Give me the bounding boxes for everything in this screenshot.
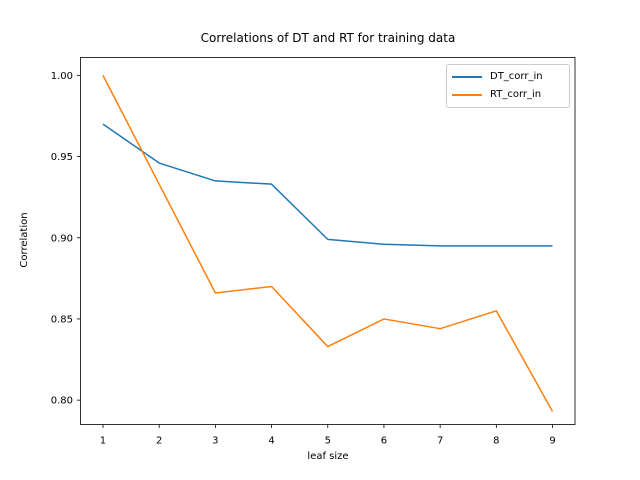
y-tick-label: 0.95 [51,152,73,163]
x-tick-label: 2 [156,436,162,447]
x-tick-label: 9 [549,436,555,447]
x-tick-label: 8 [493,436,499,447]
legend-label: DT_corr_in [490,71,543,82]
x-tick-label: 4 [268,436,274,447]
line-DT_corr_in [102,123,553,247]
y-tick-label: 0.85 [51,314,73,325]
axes-frame [80,57,576,425]
y-tick-label: 1.00 [51,71,73,82]
legend: DT_corr_in RT_corr_in [446,64,570,108]
x-tick-label: 1 [100,436,106,447]
y-tick-label: 0.90 [51,233,73,244]
chart-title: Correlations of DT and RT for training d… [200,31,456,45]
legend-label: RT_corr_in [490,89,542,100]
legend-line-sample-RT_corr_in [452,94,482,96]
y-axis-label: Correlation [19,212,30,268]
x-tick-label: 7 [437,436,443,447]
x-tick-label: 5 [325,436,331,447]
legend-row: DT_corr_in [452,69,569,85]
x-tick-label: 6 [381,436,387,447]
legend-line-sample-DT_corr_in [452,76,482,78]
y-tick-label: 0.80 [51,396,73,407]
line-RT_corr_in [102,75,554,412]
x-axis-label: leaf size [307,451,349,462]
legend-row: RT_corr_in [452,87,569,103]
x-tick-label: 3 [212,436,218,447]
